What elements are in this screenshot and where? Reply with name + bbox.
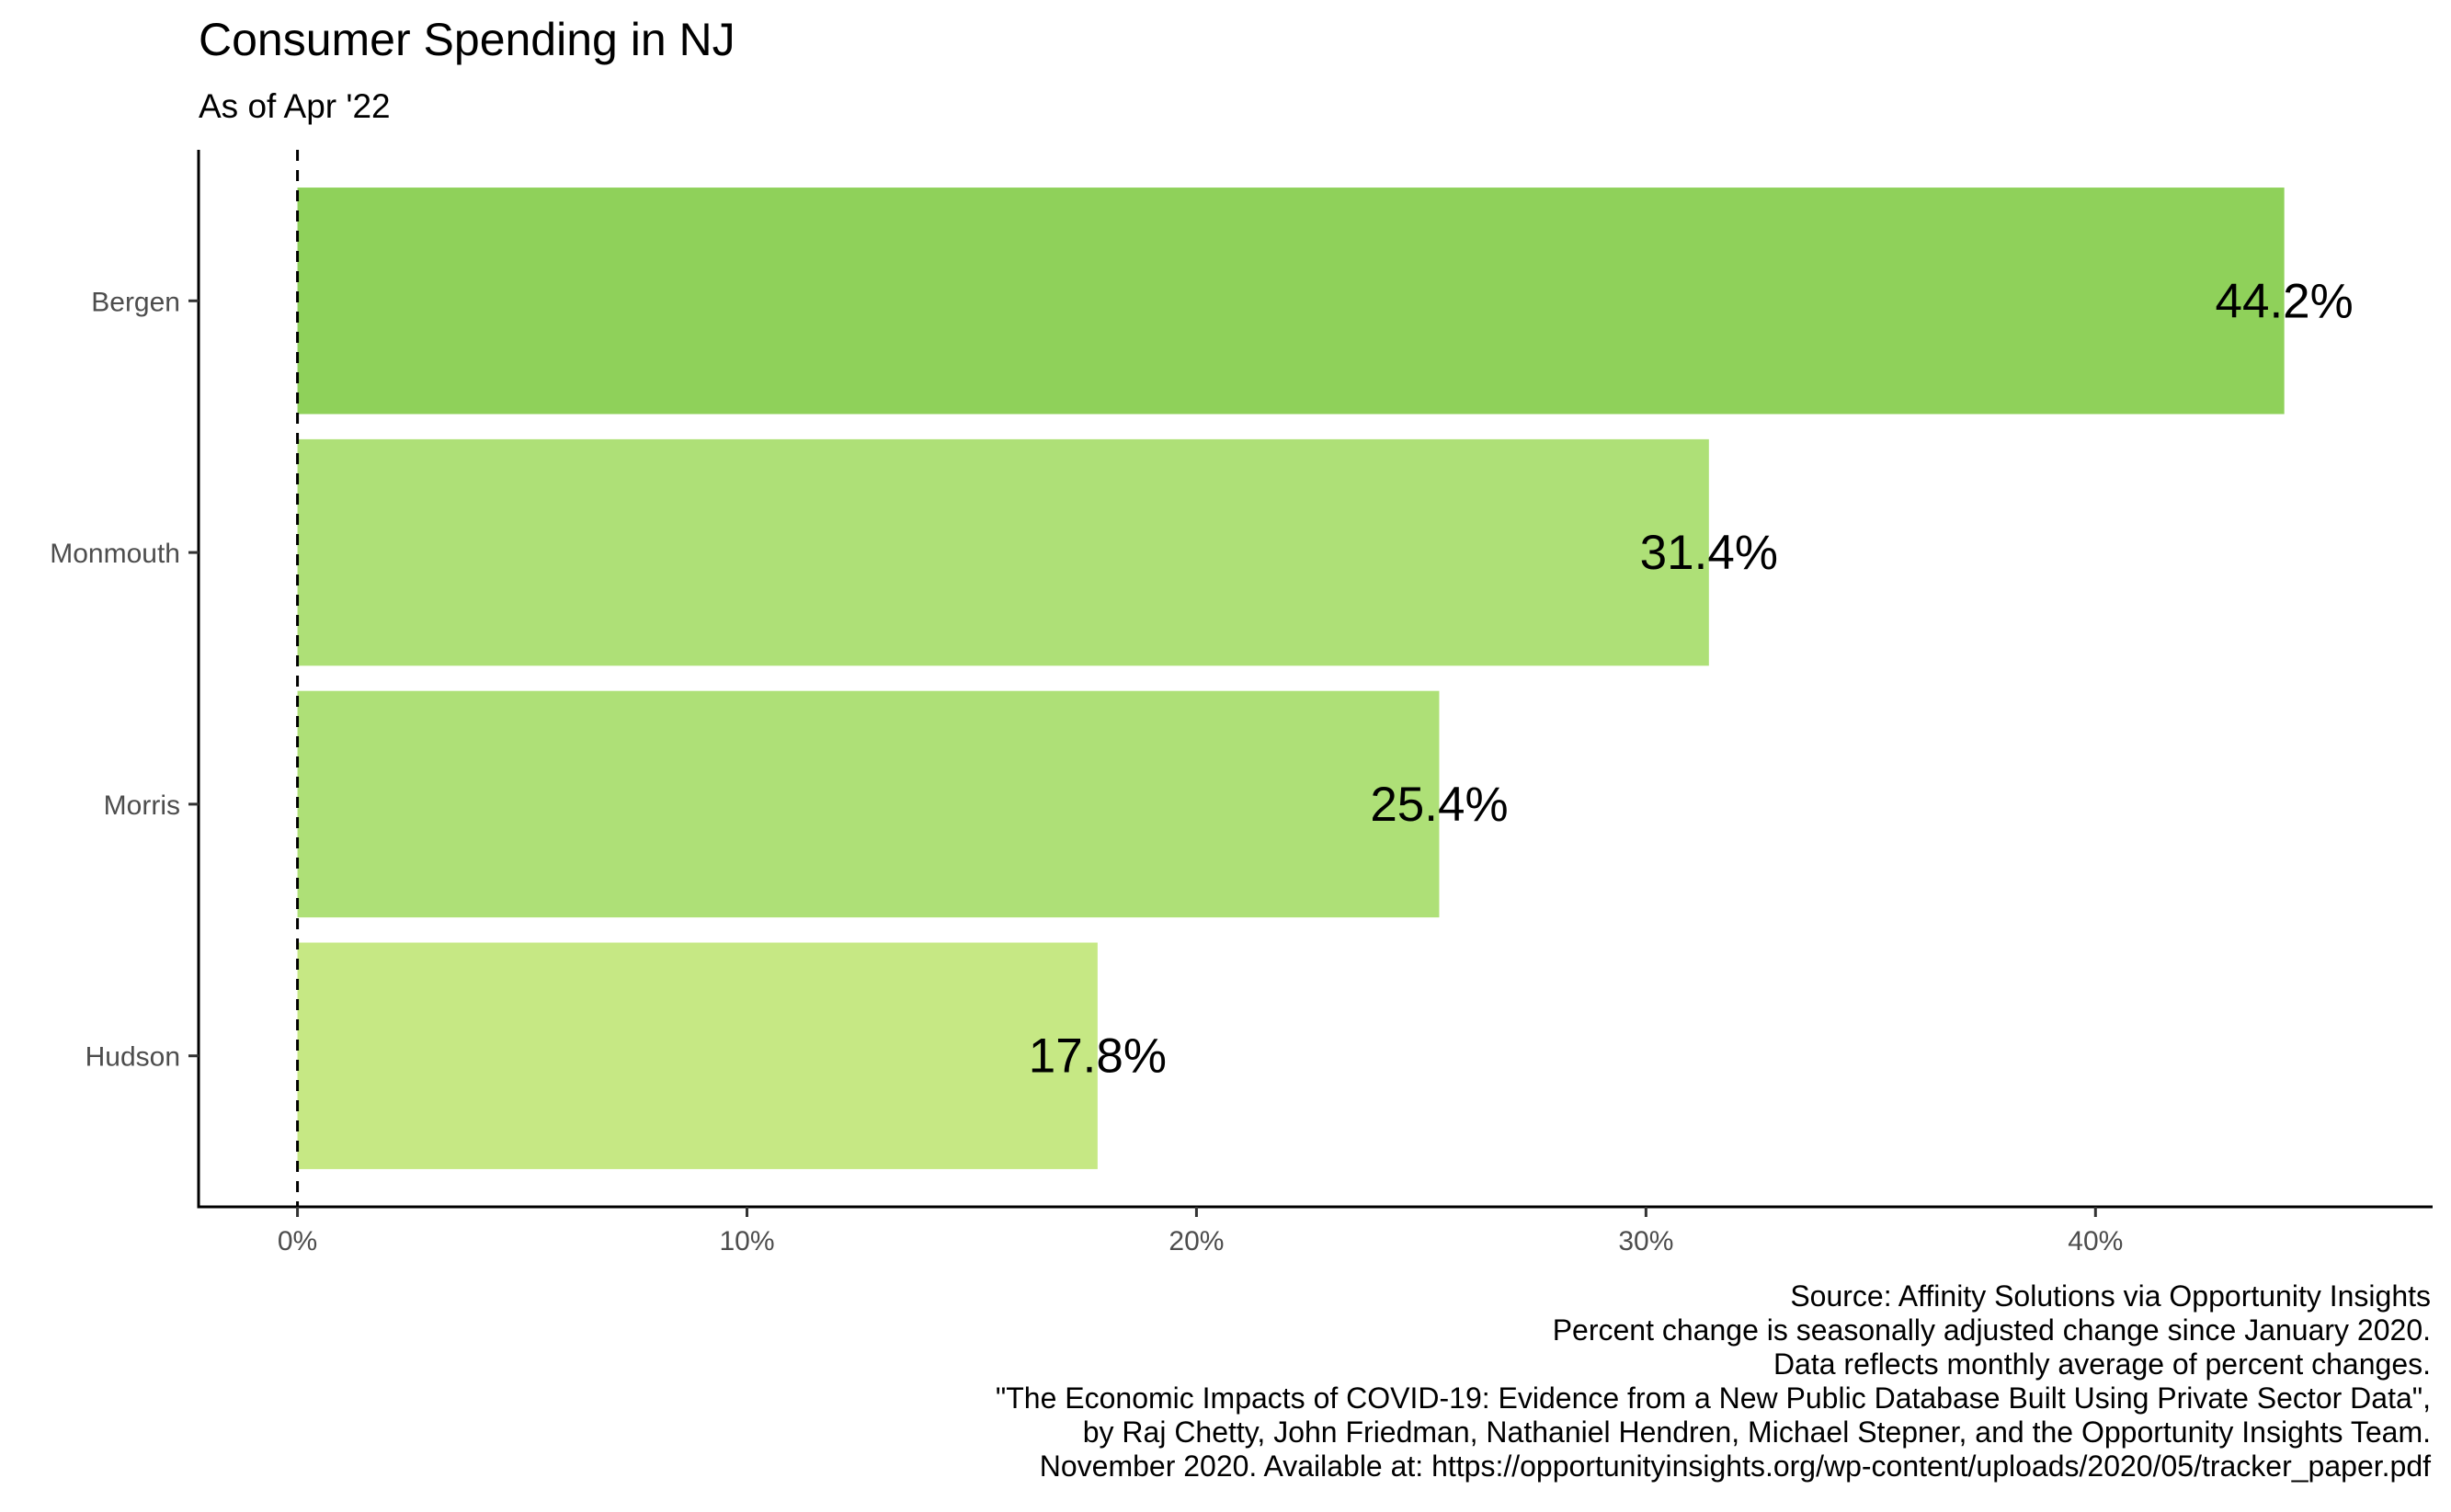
bar-value-label-morris: 25.4% xyxy=(1370,778,1508,832)
caption-block: Source: Affinity Solutions via Opportuni… xyxy=(996,1279,2431,1483)
y-tick-label-hudson: Hudson xyxy=(86,1042,180,1073)
x-axis-ticks: 0% 10% 20% 30% 40% xyxy=(278,1207,2123,1256)
bar-monmouth xyxy=(297,438,1709,666)
y-tick-label-morris: Morris xyxy=(104,790,180,821)
x-tick-label-40: 40% xyxy=(2068,1226,2123,1256)
bar-bergen xyxy=(297,188,2285,415)
caption-line: Data reflects monthly average of percent… xyxy=(1773,1347,2431,1381)
bar-value-label-hudson: 17.8% xyxy=(1029,1029,1167,1084)
bar-hudson xyxy=(297,942,1098,1169)
x-tick-label-20: 20% xyxy=(1168,1226,1224,1256)
caption-line: November 2020. Available at: https://opp… xyxy=(1040,1449,2431,1483)
caption-line: Percent change is seasonally adjusted ch… xyxy=(1553,1313,2431,1347)
bars-group xyxy=(297,188,2285,1169)
chart-subtitle: As of Apr '22 xyxy=(199,87,391,125)
bar-value-label-bergen: 44.2% xyxy=(2216,274,2354,328)
bar-morris xyxy=(297,690,1440,918)
bar-value-label-monmouth: 31.4% xyxy=(1640,526,1778,580)
y-axis-ticks: Bergen Monmouth Morris Hudson xyxy=(50,287,199,1073)
bar-labels-group: 44.2% 31.4% 25.4% 17.8% xyxy=(1029,274,2354,1083)
caption-line: "The Economic Impacts of COVID-19: Evide… xyxy=(996,1381,2431,1415)
x-tick-label-30: 30% xyxy=(1618,1226,1673,1256)
chart-title: Consumer Spending in NJ xyxy=(199,14,735,65)
caption-line: Source: Affinity Solutions via Opportuni… xyxy=(1790,1279,2431,1313)
y-tick-label-monmouth: Monmouth xyxy=(50,539,180,569)
x-tick-label-10: 10% xyxy=(719,1226,774,1256)
y-tick-label-bergen: Bergen xyxy=(91,287,180,317)
x-tick-label-0: 0% xyxy=(278,1226,317,1256)
caption-line: by Raj Chetty, John Friedman, Nathaniel … xyxy=(1083,1415,2431,1449)
